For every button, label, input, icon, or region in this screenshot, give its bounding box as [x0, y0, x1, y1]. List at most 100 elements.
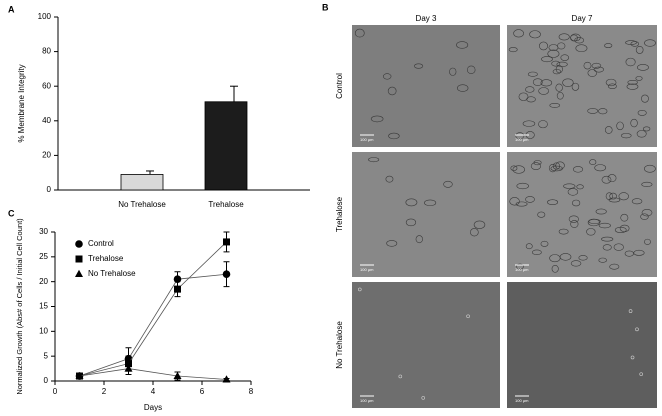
panel-label: C	[8, 208, 15, 218]
cell	[443, 180, 453, 188]
cell	[510, 165, 518, 171]
y-tick-label: 5	[44, 351, 49, 360]
cell	[644, 238, 651, 245]
cell	[559, 253, 572, 261]
cell	[578, 255, 588, 261]
cell	[529, 30, 541, 39]
cell	[526, 96, 536, 103]
cell	[525, 86, 535, 93]
legend-label: Control	[88, 239, 114, 248]
cell	[466, 65, 476, 75]
cell	[466, 314, 470, 319]
y-tick-label: 40	[42, 116, 51, 125]
cell	[385, 175, 394, 183]
cell	[641, 94, 649, 103]
cell	[636, 130, 647, 138]
cell	[558, 228, 569, 235]
cell	[598, 222, 611, 229]
point	[223, 238, 230, 246]
cell	[602, 244, 612, 251]
cell	[558, 33, 570, 41]
panel-label: A	[8, 4, 15, 14]
cell	[637, 109, 647, 116]
x-tick-label: No Trehalose	[118, 200, 166, 209]
x-tick-label: 8	[249, 387, 254, 396]
cell	[628, 309, 633, 313]
legend-label: Trehalose	[88, 254, 124, 263]
cell	[552, 162, 561, 170]
point	[124, 364, 133, 372]
row-label: No Trehalose	[335, 321, 344, 369]
cell	[613, 243, 624, 251]
cell	[562, 78, 574, 87]
y-tick-label: 30	[39, 227, 48, 236]
cell	[604, 126, 613, 134]
cell	[587, 218, 600, 227]
cell	[591, 62, 602, 69]
cell	[635, 76, 643, 81]
cell	[398, 374, 403, 379]
cell	[598, 257, 607, 263]
column-label: Day 3	[416, 14, 437, 23]
cell	[594, 164, 607, 172]
cell	[641, 181, 653, 187]
cell	[567, 188, 579, 196]
cell	[625, 40, 637, 45]
cell	[616, 121, 624, 131]
cell	[470, 228, 479, 237]
cell	[630, 355, 635, 360]
y-tick-label: 20	[42, 151, 51, 160]
scale-bar-label: 100 µm	[515, 137, 529, 142]
cell	[354, 28, 365, 38]
cell	[570, 34, 578, 42]
cell	[537, 211, 546, 218]
cell	[415, 235, 423, 244]
cell	[387, 86, 397, 96]
cell	[587, 69, 597, 77]
row-label: Trehalose	[335, 196, 344, 232]
cell	[548, 163, 557, 173]
cell	[539, 41, 548, 51]
micrograph	[352, 152, 500, 277]
cell	[572, 199, 581, 207]
scale-bar-label: 100 µm	[360, 398, 374, 403]
cell	[547, 199, 559, 205]
x-tick-label: 4	[151, 387, 156, 396]
cell	[527, 71, 538, 77]
y-tick-label: 20	[39, 277, 48, 286]
x-tick-label: 0	[53, 387, 58, 396]
cell	[625, 57, 636, 67]
cell	[626, 83, 639, 90]
cell	[549, 102, 561, 108]
cell	[637, 64, 649, 71]
y-tick-label: 100	[38, 12, 52, 21]
cell	[473, 220, 486, 229]
cell	[522, 120, 536, 127]
cell	[568, 215, 579, 223]
cell	[583, 61, 592, 70]
cell	[551, 265, 559, 273]
cell	[533, 160, 542, 166]
cell	[589, 159, 597, 166]
cell	[630, 41, 640, 47]
micrograph	[507, 25, 657, 147]
series-line	[79, 368, 227, 380]
cell	[570, 260, 582, 267]
cell	[405, 198, 418, 207]
cell	[633, 249, 645, 256]
cell	[516, 263, 524, 270]
cell	[368, 157, 380, 163]
cell	[560, 54, 570, 61]
cell	[620, 213, 629, 222]
cell	[555, 65, 563, 74]
y-tick-label: 80	[42, 47, 51, 56]
row-label: Control	[335, 73, 344, 99]
cell	[525, 243, 533, 250]
y-tick-label: 25	[39, 252, 48, 261]
cell	[515, 201, 528, 207]
cell	[382, 73, 392, 80]
x-tick-label: 2	[102, 387, 107, 396]
cell	[556, 91, 564, 100]
y-tick-label: 10	[39, 326, 48, 335]
